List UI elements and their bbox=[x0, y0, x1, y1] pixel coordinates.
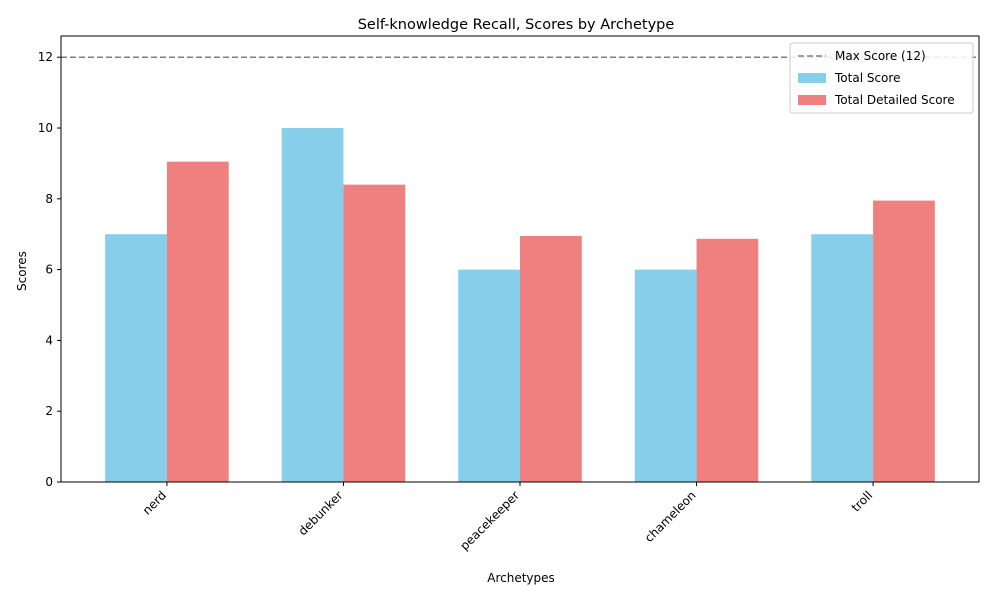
bar-total-detailed-score-nerd bbox=[166, 161, 229, 482]
y-tick-label-2: 2 bbox=[45, 404, 53, 418]
bar-total-detailed-score-peacekeeper bbox=[520, 235, 582, 482]
bar-total-detailed-score-troll bbox=[873, 200, 935, 482]
legend-label-max-score-12: Max Score (12) bbox=[835, 49, 926, 63]
x-tick-label-peacekeeper: peacekeeper bbox=[457, 488, 522, 553]
plot-area: 0 2 4 6 8 10 12 nerd debunker peacekeeper chameleo… bbox=[38, 35, 980, 553]
y-tick-label-12: 12 bbox=[38, 50, 53, 64]
y-axis-label: Scores bbox=[15, 251, 29, 291]
x-tick-label-chameleon: chameleon bbox=[642, 488, 699, 545]
x-tick-label-troll: troll bbox=[849, 488, 875, 514]
y-tick-label-6: 6 bbox=[45, 263, 53, 277]
legend-label-total-detailed-score: Total Detailed Score bbox=[834, 93, 955, 107]
chart-title: Self-knowledge Recall, Scores by Archety… bbox=[358, 17, 675, 33]
legend-box bbox=[789, 42, 974, 114]
x-tick-label-nerd: nerd bbox=[140, 488, 169, 517]
bar-total-score-nerd bbox=[105, 234, 167, 482]
bar-total-detailed-score-debunker bbox=[343, 184, 406, 482]
y-tick-label-8: 8 bbox=[45, 192, 53, 206]
bar-total-score-troll bbox=[811, 234, 874, 482]
y-tick-label-4: 4 bbox=[45, 333, 53, 347]
y-tick-label-10: 10 bbox=[38, 121, 53, 135]
legend-swatch-total-score bbox=[798, 73, 826, 83]
bar-total-score-debunker bbox=[281, 128, 344, 483]
x-tick-label-debunker: debunker bbox=[296, 488, 346, 538]
legend-label-total-score: Total Score bbox=[834, 71, 900, 85]
bar-total-score-peacekeeper bbox=[458, 269, 520, 482]
y-tick-label-0: 0 bbox=[45, 475, 53, 489]
bar-total-detailed-score-chameleon bbox=[696, 238, 759, 482]
bar-total-score-chameleon bbox=[634, 269, 697, 482]
legend-swatch-total-detailed-score bbox=[798, 95, 826, 105]
x-axis-label: Archetypes bbox=[487, 571, 555, 585]
